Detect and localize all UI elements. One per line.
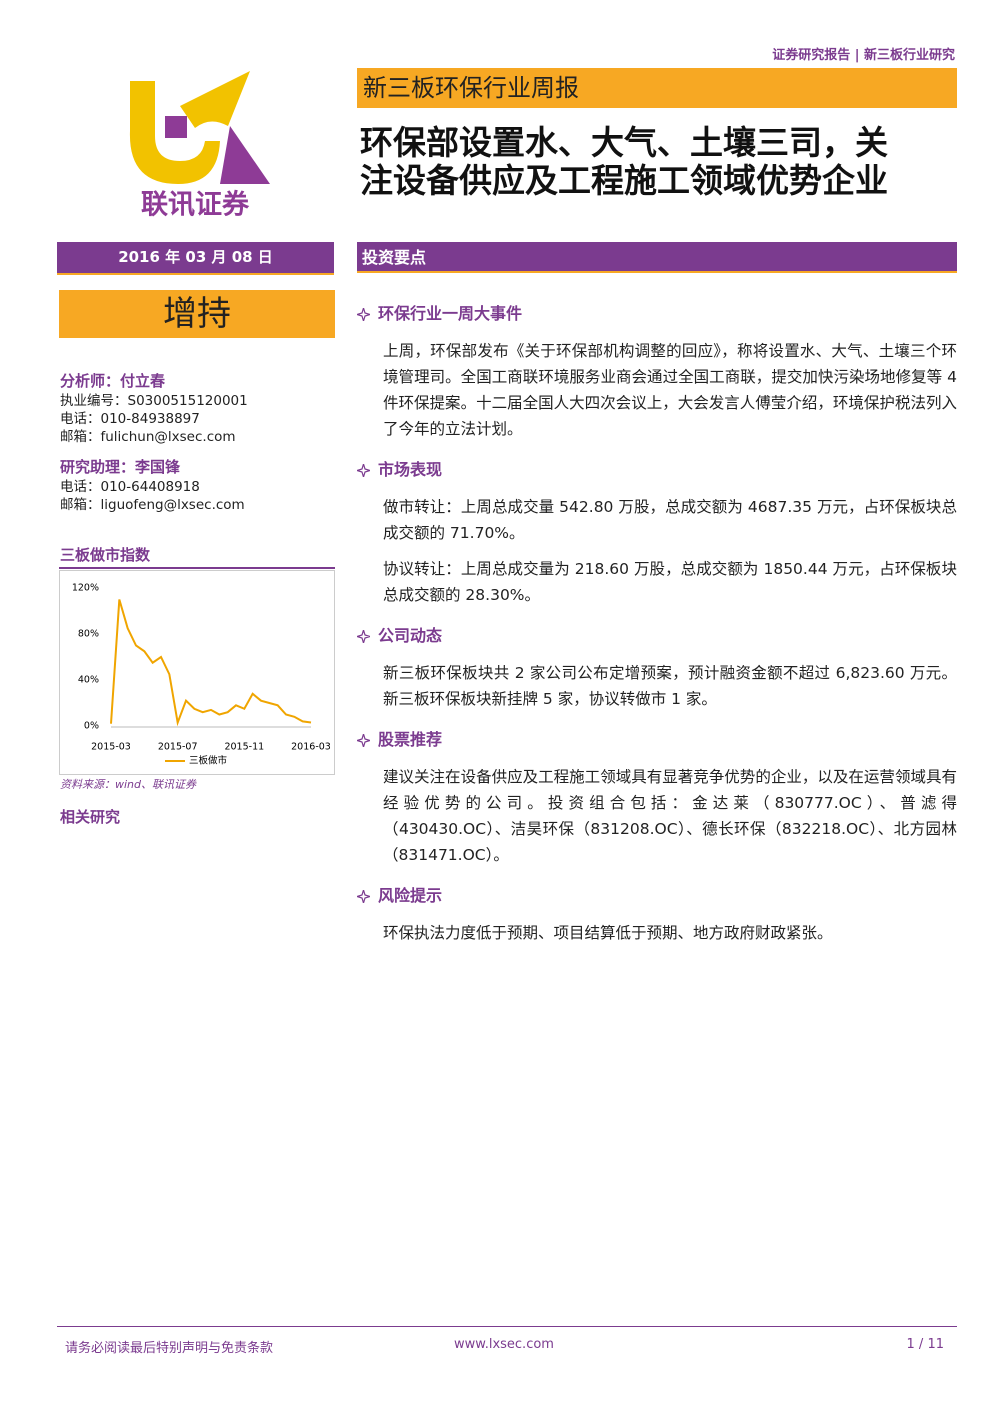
bullet-icon [357, 889, 370, 903]
bullet-icon [357, 733, 370, 747]
section-title-text: 环保行业一周大事件 [378, 304, 523, 323]
y-tick-label: 0% [84, 721, 99, 732]
bullet-icon [357, 629, 370, 643]
source: 资料来源：wind、联讯证券 [60, 778, 197, 791]
paragraph: 做市转让：上周总成交量 542.80 万股，总成交额为 4687.35 万元，占… [383, 498, 957, 542]
analyst-contact: 电话：010-84938897 [60, 411, 200, 427]
bullet-icon [357, 307, 370, 321]
paragraph: 环保执法力度低于预期、项目结算低于预期、地方政府财政紧张。 [383, 924, 833, 942]
rating: 增持 [59, 290, 335, 338]
report-type: 证券研究报告 | 新三板行业研究 [772, 48, 955, 63]
y-tick-label: 120% [72, 583, 99, 594]
series-bar: 新三板环保行业周报 [357, 68, 957, 108]
logo-shape [180, 71, 250, 128]
section-title-text: 风险提示 [378, 886, 443, 905]
footer-rule [57, 1326, 957, 1327]
date-bar: 2016 年 03 月 08 日 [57, 242, 334, 275]
chart-title: 三板做市指数 [60, 546, 151, 564]
analyst: 研究助理：李国锋电话：010-64408918 邮箱：liguofeng@lxse… [60, 456, 335, 514]
section: 环保行业一周大事件上周，环保部发布《关于环保部机构调整的回应》，称将设置水、大气… [357, 302, 957, 442]
logo-shape [220, 126, 270, 184]
analyst-contact: 邮箱：liguofeng@lxsec.com [60, 497, 245, 513]
main-sections: 环保行业一周大事件上周，环保部发布《关于环保部机构调整的回应》，称将设置水、大气… [357, 302, 957, 962]
bullet-star [357, 463, 370, 477]
section: 公司动态新三板环保板块共 2 家公司公布定增预案，预计融资金额不超过 6,823… [357, 624, 957, 712]
x-tick-label: 2016-03 [291, 742, 331, 753]
analyst-role: 分析师：付立春 [60, 372, 166, 390]
section: 股票推荐建议关注在设备供应及工程施工领域具有显著竞争优势的企业，以及在运营领域具… [357, 728, 957, 868]
section-title: 公司动态 [357, 624, 957, 648]
logo-text: 联讯证券 [141, 189, 250, 221]
section: 市场表现做市转让：上周总成交量 542.80 万股，总成交额为 4687.35 … [357, 458, 957, 608]
disclaimer: 请务必阅读最后特别声明与免责条款 [65, 1341, 274, 1356]
analyst: 分析师：付立春执业编号：S0300515120001 电话：010-8493889… [60, 370, 335, 446]
section-title-text: 市场表现 [378, 460, 443, 479]
data-line [110, 599, 312, 727]
x-tick-label: 2015-03 [91, 742, 131, 753]
paragraph: 协议转让：上周总成交量为 218.60 万股，总成交额为 1850.44 万元，… [383, 560, 957, 604]
series-title: 新三板环保行业周报 [363, 74, 579, 102]
paragraph: 上周，环保部发布《关于环保部机构调整的回应》，称将设置水、大气、土壤三个环境管理… [383, 342, 957, 438]
section-title-text: 股票推荐 [378, 730, 443, 749]
section-title: 风险提示 [357, 884, 957, 908]
section-title: 市场表现 [357, 458, 957, 482]
bullet-star [357, 733, 370, 747]
chart-rule [59, 567, 335, 569]
section-title: 环保行业一周大事件 [357, 302, 957, 326]
analyst-contact: 执业编号：S0300515120001 [60, 393, 248, 409]
paragraph: 建议关注在设备供应及工程施工领域具有显著竞争优势的企业，以及在运营领域具有经验优… [383, 768, 957, 864]
bullet-star [357, 889, 370, 903]
section: 风险提示环保执法力度低于预期、项目结算低于预期、地方政府财政紧张。 [357, 884, 957, 946]
paragraph: 新三板环保板块共 2 家公司公布定增预案，预计融资金额不超过 6,823.60 … [383, 664, 957, 708]
chart: 0% 40% 80% 120% 2015-03 2015-07 2015-11 2016-03… [59, 570, 335, 775]
logo-shape [165, 116, 187, 138]
title-line: 注设备供应及工程施工领域优势企业 [360, 161, 888, 200]
analyst-role: 研究助理：李国锋 [60, 458, 181, 476]
bullet-star [357, 307, 370, 321]
website: www.lxsec.com [454, 1337, 554, 1352]
main-heading: 投资要点 [357, 242, 957, 273]
analysts: 分析师：付立春执业编号：S0300515120001 电话：010-8493889… [60, 360, 335, 514]
x-tick-label: 2015-07 [158, 742, 198, 753]
x-tick-label: 2015-11 [224, 742, 264, 753]
analyst-contact: 电话：010-64408918 [60, 479, 200, 495]
chart-frame [59, 570, 335, 775]
bullet-star [357, 629, 370, 643]
y-tick-label: 40% [78, 675, 99, 686]
bullet-icon [357, 463, 370, 477]
section-title: 股票推荐 [357, 728, 957, 752]
title-line: 环保部设置水、大气、土壤三司，关 [360, 123, 888, 162]
legend-label: 三板做市 [189, 755, 228, 767]
analyst-contact: 邮箱：fulichun@lxsec.com [60, 429, 236, 445]
logo-shape [129, 81, 220, 184]
related: 相关研究 [60, 808, 121, 826]
section-title-text: 公司动态 [378, 626, 443, 645]
logo: 联讯证券 [129, 71, 270, 221]
title: 环保部设置水、大气、土壤三司，关 注设备供应及工程施工领域优势企业 [360, 124, 888, 200]
y-tick-label: 80% [78, 629, 99, 640]
page-number: 1 / 11 [906, 1337, 944, 1352]
